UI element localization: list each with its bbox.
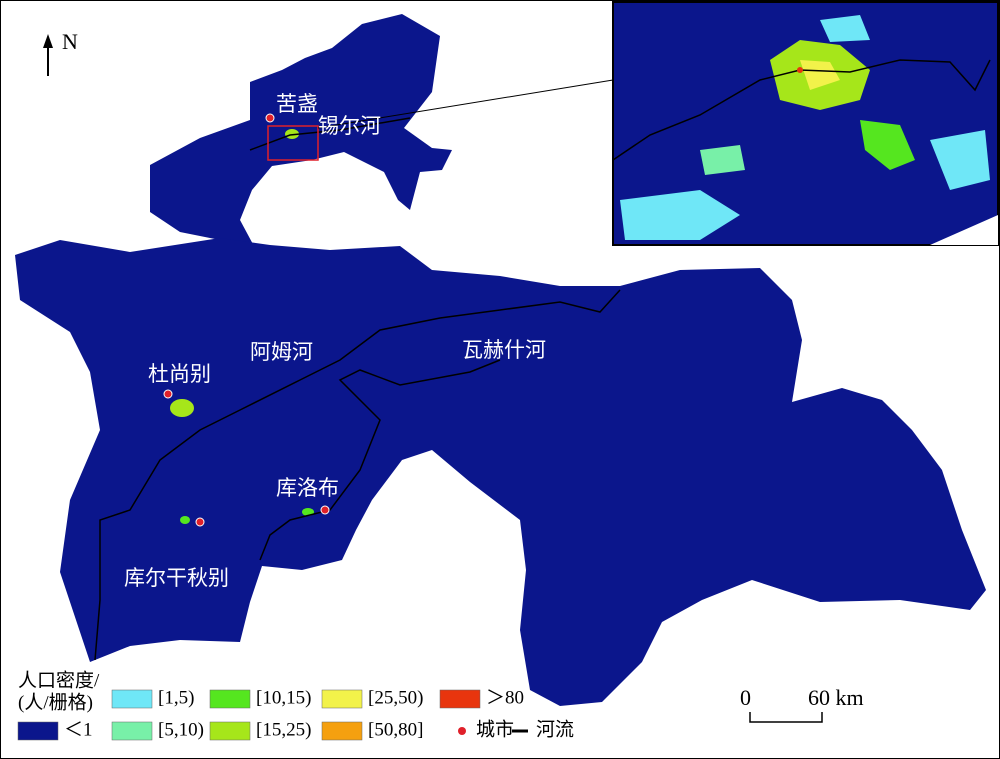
scale-end: 60 km <box>808 685 864 710</box>
density-patch <box>170 399 194 417</box>
city-dot <box>797 67 803 73</box>
city-dot <box>320 505 330 515</box>
scale-start: 0 <box>740 685 751 710</box>
place-label: 库尔干秋别 <box>124 566 229 590</box>
density-patch <box>860 120 915 170</box>
legend-label: [5,10) <box>158 719 204 740</box>
inset-leader <box>317 79 614 129</box>
legend-swatch <box>111 689 153 709</box>
river <box>94 289 621 661</box>
density-patch <box>800 60 840 90</box>
place-label: 苦盏 <box>276 92 318 116</box>
density-patch <box>820 15 870 42</box>
legend-label: [15,25) <box>256 719 311 740</box>
legend-river: 河流 <box>536 718 574 740</box>
place-label: 阿姆河 <box>250 340 313 364</box>
legend-label: [10,15) <box>256 687 311 708</box>
legend-swatch <box>209 689 251 709</box>
north-label: N <box>62 29 78 54</box>
legend-label: ＜1 <box>64 719 93 740</box>
scale-bar <box>749 712 823 723</box>
legend-label: ＞80 <box>486 687 524 708</box>
legend-swatch <box>209 721 251 741</box>
city-dot <box>265 113 275 123</box>
legend-title: 人口密度/ <box>18 669 100 691</box>
legend-title: (人/栅格) <box>18 691 93 713</box>
legend-swatch <box>17 721 59 741</box>
north-arrow-head <box>43 34 53 48</box>
river <box>249 117 411 151</box>
city-dot <box>163 389 173 399</box>
inset <box>612 1 999 246</box>
city-dot <box>195 517 205 527</box>
density-patch <box>620 190 740 240</box>
legend-swatch <box>111 721 153 741</box>
legend-label: [1,5) <box>158 687 194 708</box>
inset-box <box>267 125 319 161</box>
density-patch <box>930 130 990 190</box>
inset-outside <box>930 215 998 245</box>
legend-label: [50,80] <box>368 719 423 740</box>
place-label: 瓦赫什河 <box>462 338 546 362</box>
place-label: 库洛布 <box>276 476 339 500</box>
place-label: 杜尚别 <box>148 362 211 386</box>
river <box>259 359 501 561</box>
legend-city: 城市 <box>476 718 514 740</box>
legend-swatch <box>321 689 363 709</box>
legend-city-dot <box>458 727 466 735</box>
legend-label: [25,50) <box>368 687 423 708</box>
density-patch <box>180 516 190 524</box>
legend-swatch <box>439 689 481 709</box>
place-label: 锡尔河 <box>318 114 381 138</box>
legend-swatch <box>321 721 363 741</box>
map-region-north <box>150 14 452 248</box>
river <box>612 59 991 161</box>
density-patch <box>285 129 299 139</box>
density-patch <box>700 145 745 175</box>
map-region-main <box>15 238 986 706</box>
